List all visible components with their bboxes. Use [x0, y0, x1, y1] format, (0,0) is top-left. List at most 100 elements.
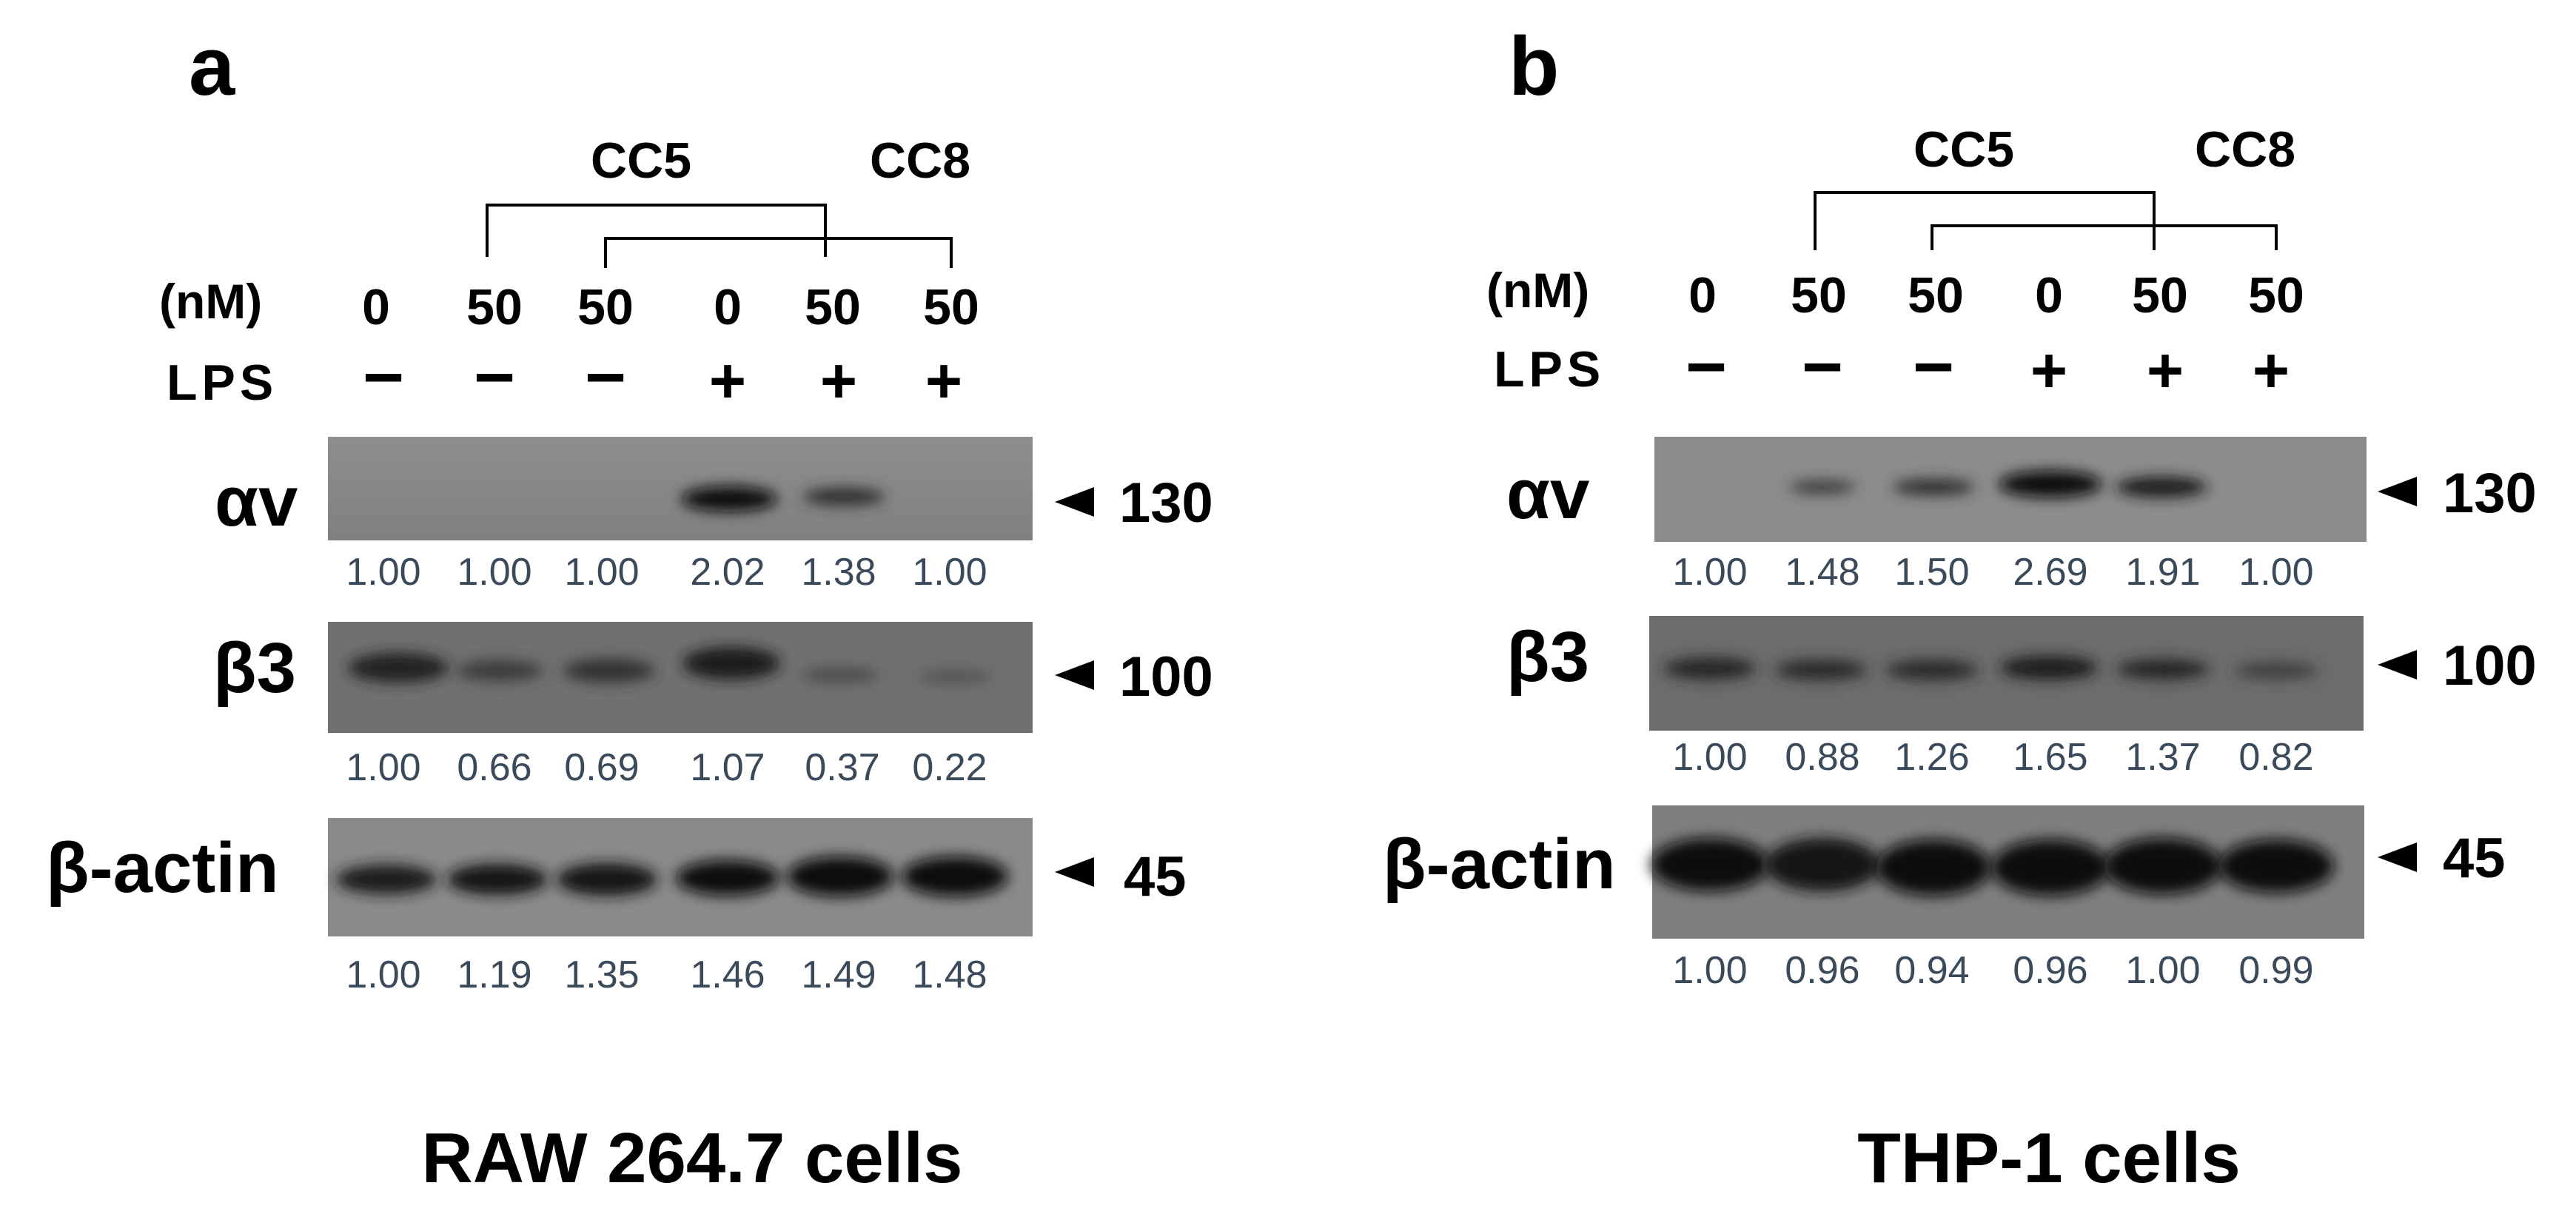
lps-sign: − [1802, 327, 1843, 406]
lps-sign: + [2030, 335, 2067, 406]
quant-value: 0.22 [912, 746, 987, 789]
conc-label: 50 [2248, 267, 2304, 323]
lps-sign-row: − − − + + + [1686, 327, 2290, 406]
cell-line-label: THP-1 cells [1857, 1119, 2241, 1198]
band [457, 660, 543, 681]
values-av: 1.00 1.48 1.50 2.69 1.91 1.00 [1672, 551, 2313, 594]
band [902, 856, 1008, 896]
panel-b: b CC5 CC8 (nM) LPS 0 50 50 0 50 50 − − −… [1383, 20, 2537, 1198]
values-b3: 1.00 0.66 0.69 1.07 0.37 0.22 [346, 746, 987, 789]
blot-b3: β3 100 [1506, 616, 2537, 731]
mw-label: 45 [1124, 845, 1187, 908]
band [1765, 838, 1880, 891]
lps-sign: + [925, 346, 962, 417]
lps-sign: − [474, 338, 515, 417]
lps-sign: − [1913, 327, 1954, 406]
band [803, 488, 885, 506]
cc8-bracket [1931, 224, 2278, 250]
blot-av: αv 130 [1506, 437, 2537, 542]
values-b-actin: 1.00 1.19 1.35 1.46 1.49 1.48 [346, 953, 987, 996]
blot-membrane [328, 437, 1033, 540]
blot-av: αv 130 [215, 437, 1213, 541]
conc-label: 50 [466, 279, 523, 335]
quant-value: 1.00 [346, 746, 420, 789]
band [681, 486, 777, 512]
values-b3: 1.00 0.88 1.26 1.65 1.37 0.82 [1672, 736, 2313, 779]
mw-label: 100 [2443, 634, 2537, 697]
nm-label: (nM) [159, 274, 262, 329]
mw-label: 130 [1119, 472, 1213, 534]
band [2117, 659, 2209, 680]
conc-label: 0 [1688, 267, 1717, 323]
protein-label: β-actin [1383, 825, 1616, 904]
arrow-icon [1055, 660, 1094, 690]
band [918, 670, 992, 683]
quant-value: 1.48 [912, 953, 987, 996]
lps-sign: − [1686, 327, 1727, 406]
band [1886, 660, 1978, 680]
quant-value: 0.96 [2013, 949, 2087, 992]
quant-value: 0.82 [2238, 736, 2313, 779]
lps-sign: − [585, 338, 626, 417]
band [1775, 660, 1867, 680]
quant-value: 0.96 [1785, 949, 1859, 992]
quant-value: 1.49 [801, 953, 876, 996]
band [348, 653, 449, 683]
quant-value: 1.00 [457, 551, 531, 594]
arrow-icon [2378, 477, 2417, 506]
mw-label: 100 [1119, 646, 1213, 708]
quant-value: 1.50 [1894, 551, 1969, 594]
lps-sign: + [2147, 335, 2184, 406]
band [2000, 656, 2098, 680]
panel-letter: b [1509, 20, 1559, 113]
conc-label: 50 [1908, 267, 1964, 323]
band [2218, 839, 2334, 893]
conc-label: 0 [362, 279, 390, 335]
quant-value: 1.38 [801, 551, 876, 594]
band [682, 647, 780, 680]
conc-label: 0 [714, 279, 742, 335]
quant-value: 1.35 [564, 953, 639, 996]
quant-value: 1.46 [690, 953, 765, 996]
cc5-bracket [486, 204, 827, 257]
quant-value: 2.69 [2013, 551, 2087, 594]
panel-a: a CC5 CC8 (nM) LPS 0 50 50 0 50 50 − − −… [46, 20, 1213, 1198]
arrow-icon [2378, 842, 2417, 872]
quant-value: 1.00 [346, 953, 420, 996]
conc-label: 50 [2132, 267, 2188, 323]
cc8-label: CC8 [870, 133, 970, 189]
quant-value: 1.19 [457, 953, 531, 996]
quant-value: 1.65 [2013, 736, 2087, 779]
conc-label: 50 [577, 279, 634, 335]
mw-label: 45 [2443, 827, 2506, 890]
lps-label: LPS [1494, 341, 1605, 398]
quant-value: 1.26 [1894, 736, 1969, 779]
lps-sign: − [363, 338, 404, 417]
band [802, 668, 879, 683]
band [447, 864, 548, 895]
protein-label: β3 [1506, 617, 1589, 697]
quant-value: 1.00 [912, 551, 987, 594]
quant-value: 0.88 [1785, 736, 1859, 779]
panel-letter: a [189, 20, 235, 113]
band [2116, 477, 2207, 497]
band [787, 856, 893, 896]
cc5-label: CC5 [591, 133, 691, 189]
conc-label: 50 [1791, 267, 1847, 323]
blot-b-actin: β-actin 45 [1383, 805, 2506, 939]
quant-value: 1.91 [2125, 551, 2200, 594]
cc8-label: CC8 [2195, 121, 2295, 178]
band [557, 863, 657, 896]
quant-value: 0.99 [2238, 949, 2313, 992]
conc-row: 0 50 50 0 50 50 [362, 279, 979, 335]
quant-value: 1.48 [1785, 551, 1859, 594]
quant-value: 0.69 [564, 746, 639, 789]
protein-label: β-actin [46, 828, 279, 908]
arrow-icon [1055, 487, 1094, 517]
quant-value: 1.00 [1672, 551, 1747, 594]
arrow-icon [2378, 650, 2417, 680]
lps-label: LPS [167, 355, 278, 411]
nm-label: (nM) [1486, 263, 1589, 318]
conc-row: 0 50 50 0 50 50 [1688, 267, 2304, 323]
quant-value: 1.00 [346, 551, 420, 594]
